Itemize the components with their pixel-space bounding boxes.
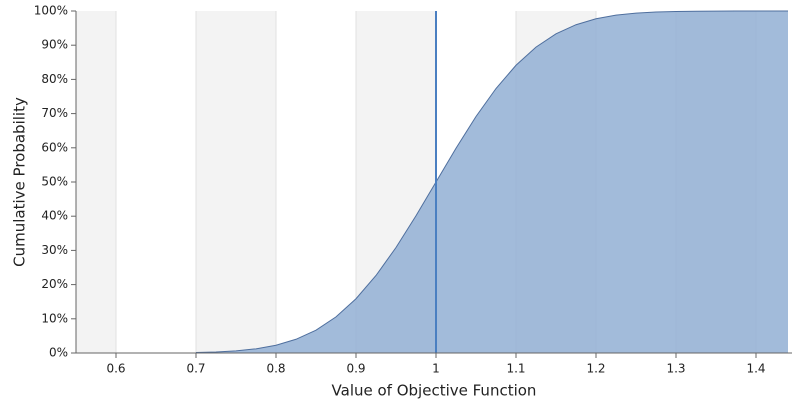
x-tick-label: 1 — [432, 362, 440, 376]
area — [196, 11, 788, 353]
y-tick-label: 100% — [34, 4, 68, 18]
y-tick-label: 50% — [41, 175, 68, 189]
y-tick-label: 30% — [41, 243, 68, 257]
y-tick-label: 70% — [41, 106, 68, 120]
x-tick-label: 0.6 — [106, 362, 125, 376]
x-tick-label: 1.4 — [746, 362, 765, 376]
background-band — [196, 11, 276, 353]
y-tick-label: 0% — [49, 346, 68, 360]
x-tick-label: 0.9 — [346, 362, 365, 376]
x-tick-label: 1.3 — [666, 362, 685, 376]
y-tick-label: 40% — [41, 209, 68, 223]
x-tick-label: 0.8 — [266, 362, 285, 376]
x-tick-label: 0.7 — [186, 362, 205, 376]
y-tick-label: 60% — [41, 140, 68, 154]
y-tick-label: 80% — [41, 72, 68, 86]
background-band — [76, 11, 116, 353]
y-tick-label: 90% — [41, 38, 68, 52]
y-tick-label: 10% — [41, 311, 68, 325]
y-axis-title: Cumulative Probability — [11, 97, 29, 267]
x-tick-label: 1.2 — [586, 362, 605, 376]
x-axis-title: Value of Objective Function — [332, 382, 537, 400]
x-tick-label: 1.1 — [506, 362, 525, 376]
line — [195, 10, 788, 354]
y-tick-label: 20% — [41, 277, 68, 291]
